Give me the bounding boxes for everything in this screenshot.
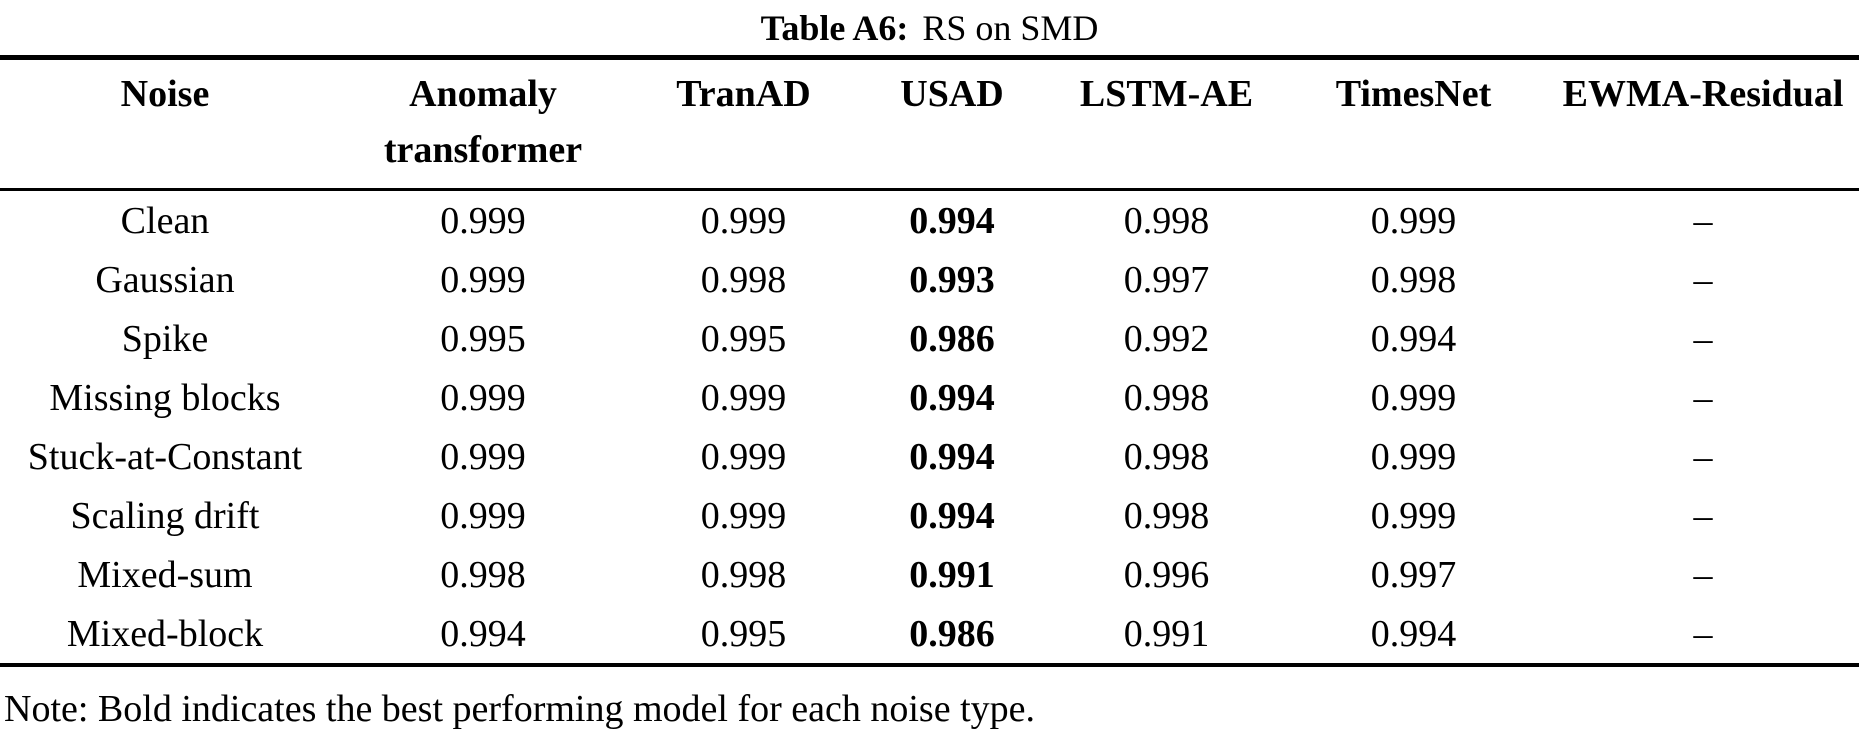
row-label: Stuck-at-Constant: [27, 435, 303, 478]
cell-ewma-residual: –: [1693, 494, 1713, 537]
column-header-timesnet: TimesNet: [1335, 73, 1492, 115]
cell-usad-best: 0.993: [909, 258, 995, 301]
header-row: Noise Anomaly transformer TranAD USAD LS…: [0, 58, 1859, 190]
column-header-ewma-residual: EWMA-Residual: [1562, 73, 1844, 115]
cell-anomaly-transformer: 0.999: [440, 199, 526, 242]
column-header-anomaly-transformer: Anomaly transformer: [383, 73, 583, 171]
cell-timesnet: 0.998: [1370, 258, 1457, 301]
table-caption: Table A6: RS on SMD: [0, 0, 1859, 55]
table-body: Clean 0.999 0.999 0.994 0.998 0.999 – Ga…: [0, 190, 1859, 666]
column-header-lstm-ae: LSTM-AE: [1079, 73, 1254, 115]
table-row: Stuck-at-Constant 0.999 0.999 0.994 0.99…: [0, 427, 1859, 486]
cell-tranad: 0.998: [700, 553, 787, 596]
cell-lstm-ae: 0.997: [1123, 258, 1210, 301]
cell-usad-best: 0.994: [909, 376, 995, 419]
table-footnote: Note: Bold indicates the best performing…: [4, 688, 1035, 730]
cell-tranad: 0.998: [700, 258, 787, 301]
cell-usad-best: 0.986: [909, 317, 995, 360]
cell-anomaly-transformer: 0.999: [440, 258, 526, 301]
cell-ewma-residual: –: [1693, 612, 1713, 655]
row-label: Spike: [121, 317, 209, 360]
row-label: Missing blocks: [49, 376, 281, 419]
cell-lstm-ae: 0.992: [1123, 317, 1210, 360]
cell-usad-best: 0.994: [909, 199, 995, 242]
cell-ewma-residual: –: [1693, 258, 1713, 301]
cell-timesnet: 0.994: [1370, 612, 1457, 655]
table-row: Clean 0.999 0.999 0.994 0.998 0.999 –: [0, 190, 1859, 251]
cell-ewma-residual: –: [1693, 553, 1713, 596]
cell-anomaly-transformer: 0.998: [440, 553, 526, 596]
cell-tranad: 0.999: [700, 199, 787, 242]
row-label: Clean: [120, 199, 210, 242]
cell-anomaly-transformer: 0.995: [440, 317, 526, 360]
cell-anomaly-transformer: 0.994: [440, 612, 526, 655]
table-header: Noise Anomaly transformer TranAD USAD LS…: [0, 58, 1859, 190]
cell-anomaly-transformer: 0.999: [440, 376, 526, 419]
cell-timesnet: 0.999: [1370, 376, 1457, 419]
table-row: Spike 0.995 0.995 0.986 0.992 0.994 –: [0, 309, 1859, 368]
cell-timesnet: 0.997: [1370, 553, 1457, 596]
column-header-usad: USAD: [900, 73, 1004, 115]
column-header-noise: Noise: [120, 73, 210, 115]
cell-tranad: 0.999: [700, 435, 787, 478]
column-header-tranad: TranAD: [676, 73, 811, 115]
cell-lstm-ae: 0.998: [1123, 494, 1210, 537]
cell-usad-best: 0.986: [909, 612, 995, 655]
table-row: Missing blocks 0.999 0.999 0.994 0.998 0…: [0, 368, 1859, 427]
cell-lstm-ae: 0.991: [1123, 612, 1210, 655]
cell-lstm-ae: 0.996: [1123, 553, 1210, 596]
table-caption-label: Table A6:: [760, 8, 909, 48]
cell-timesnet: 0.994: [1370, 317, 1457, 360]
cell-lstm-ae: 0.998: [1123, 199, 1210, 242]
row-label: Mixed-block: [66, 612, 264, 655]
cell-lstm-ae: 0.998: [1123, 376, 1210, 419]
cell-usad-best: 0.991: [909, 553, 995, 596]
cell-ewma-residual: –: [1693, 376, 1713, 419]
row-label: Scaling drift: [70, 494, 260, 537]
cell-tranad: 0.995: [700, 317, 787, 360]
cell-tranad: 0.999: [700, 376, 787, 419]
row-label: Gaussian: [95, 258, 235, 301]
cell-ewma-residual: –: [1693, 199, 1713, 242]
cell-lstm-ae: 0.998: [1123, 435, 1210, 478]
table-row: Mixed-block 0.994 0.995 0.986 0.991 0.99…: [0, 604, 1859, 665]
cell-anomaly-transformer: 0.999: [440, 494, 526, 537]
cell-timesnet: 0.999: [1370, 199, 1457, 242]
cell-anomaly-transformer: 0.999: [440, 435, 526, 478]
cell-ewma-residual: –: [1693, 435, 1713, 478]
table-row: Scaling drift 0.999 0.999 0.994 0.998 0.…: [0, 486, 1859, 545]
table-row: Gaussian 0.999 0.998 0.993 0.997 0.998 –: [0, 250, 1859, 309]
cell-tranad: 0.999: [700, 494, 787, 537]
cell-ewma-residual: –: [1693, 317, 1713, 360]
table-caption-text: RS on SMD: [922, 8, 1099, 48]
row-label: Mixed-sum: [77, 553, 253, 596]
cell-timesnet: 0.999: [1370, 494, 1457, 537]
table-row: Mixed-sum 0.998 0.998 0.991 0.996 0.997 …: [0, 545, 1859, 604]
cell-timesnet: 0.999: [1370, 435, 1457, 478]
cell-tranad: 0.995: [700, 612, 787, 655]
cell-usad-best: 0.994: [909, 435, 995, 478]
results-table: Noise Anomaly transformer TranAD USAD LS…: [0, 55, 1859, 667]
cell-usad-best: 0.994: [909, 494, 995, 537]
